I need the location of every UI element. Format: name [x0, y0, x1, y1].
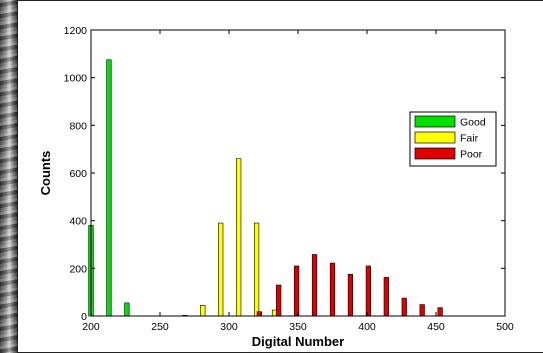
x-axis-label: Digital Number: [252, 334, 344, 349]
bar-poor-1: [276, 284, 282, 317]
bar-poor-4: [329, 262, 336, 317]
y-axis-label: Counts: [38, 151, 53, 196]
legend-swatch-good: [414, 115, 456, 128]
x-axis-ticks: 200 250 300 350 400 450 500: [82, 30, 514, 333]
x-tick-label: 200: [82, 321, 100, 333]
x-tick-label: 250: [151, 321, 169, 333]
bar-poor-2: [294, 265, 300, 317]
bar-fair-4: [254, 222, 260, 317]
bar-poor-9: [419, 304, 425, 317]
legend-swatch-fair: [414, 131, 456, 144]
legend-label-fair: Fair: [460, 133, 479, 145]
background-image-strip: [0, 0, 17, 353]
bar-poor-0: [256, 311, 262, 317]
bar-poor-8: [401, 297, 407, 317]
legend-swatch-poor: [414, 147, 456, 160]
bar-poor-6: [365, 265, 371, 317]
x-tick-label: 400: [358, 321, 376, 333]
y-tick-label: 1000: [64, 73, 88, 85]
bar-good-1: [106, 59, 112, 317]
bar-fair-2: [218, 222, 224, 317]
legend-label-good: Good: [460, 117, 486, 129]
legend: Good Fair Poor: [409, 111, 497, 167]
legend-label-poor: Poor: [460, 149, 483, 161]
bar-poor-10: [437, 307, 443, 317]
bar-poor-3: [311, 254, 318, 317]
bar-poor-7: [383, 277, 389, 317]
x-tick-label: 300: [220, 321, 238, 333]
x-tick-label: 350: [289, 321, 307, 333]
bar-fair-3: [236, 158, 242, 317]
bar-good-2: [124, 302, 130, 317]
bar-fair-1: [200, 304, 206, 317]
y-tick-label: 200: [69, 263, 87, 275]
y-tick-label: 400: [69, 216, 87, 228]
bar-poor-5: [347, 273, 354, 317]
x-tick-label: 500: [496, 321, 514, 333]
y-axis-ticks: 0 200 400 600 800 1000 1200: [64, 25, 505, 323]
y-tick-label: 600: [69, 168, 87, 180]
y-tick-label: 0: [81, 311, 87, 323]
y-tick-label: 800: [69, 120, 87, 132]
x-tick-label: 450: [427, 321, 445, 333]
y-tick-label: 1200: [64, 25, 88, 37]
